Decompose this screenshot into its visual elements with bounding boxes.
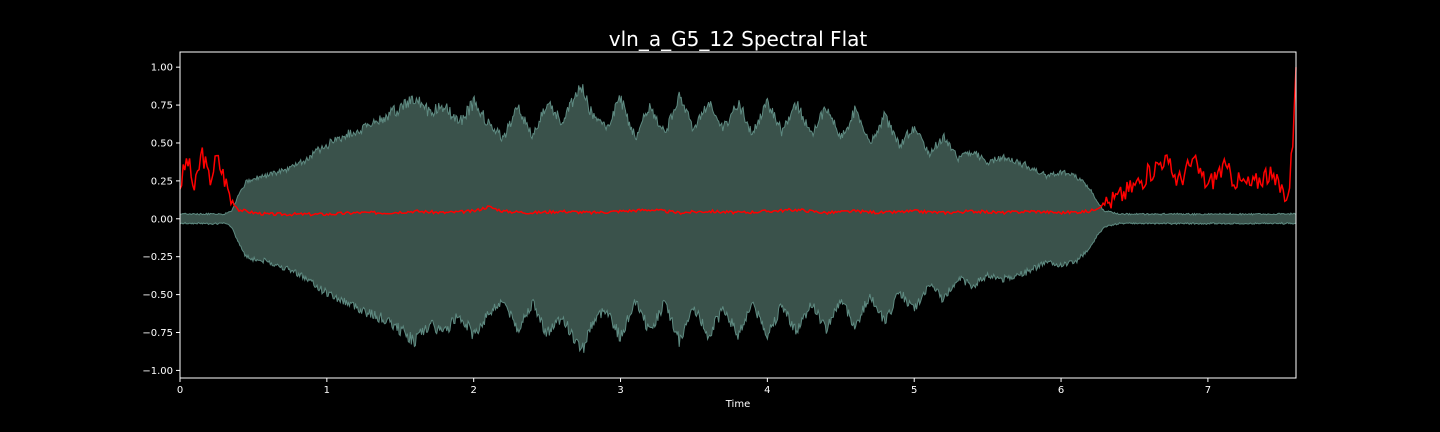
y-tick-label: 0.00 [151,214,173,225]
spectral-flatness-line [179,67,1297,217]
y-tick-label: −1.00 [142,366,173,377]
y-axis: 1.00 0.75 0.50 0.25 0.00 −0.25 −0.50 −0.75 −1.00 [142,63,180,377]
y-tick-label: −0.50 [142,290,173,301]
y-tick-label: 0.50 [151,138,173,149]
y-tick-label: 0.25 [151,176,173,187]
x-tick-label: 7 [1205,385,1211,396]
x-tick-label: 6 [1058,385,1064,396]
x-tick-label: 0 [177,385,183,396]
y-tick-label: −0.75 [142,328,173,339]
x-tick-label: 4 [764,385,770,396]
x-tick-label: 2 [470,385,476,396]
x-tick-label: 1 [324,385,330,396]
x-axis-label: Time [725,399,750,410]
axes-frame [179,51,1297,379]
x-tick-label: 3 [617,385,623,396]
y-tick-label: 0.75 [151,101,173,112]
x-axis: 0 1 2 3 4 5 6 7 [177,378,1211,396]
x-tick-label: 5 [911,385,917,396]
chart-title: vln_a_G5_12 Spectral Flat [609,27,868,51]
y-tick-label: 1.00 [151,63,173,74]
y-tick-label: −0.25 [142,252,173,263]
